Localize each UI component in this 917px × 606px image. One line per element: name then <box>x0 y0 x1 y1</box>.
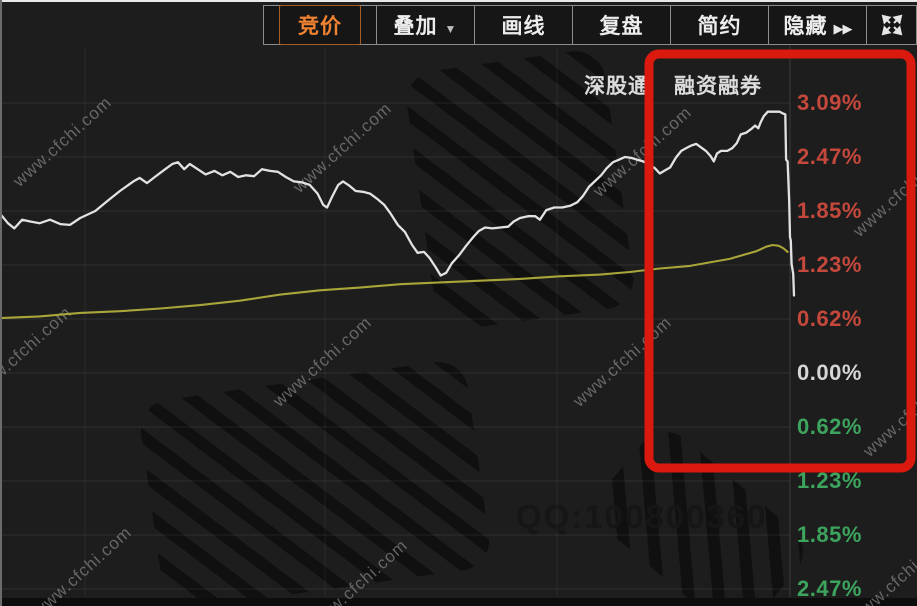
axis-tick-label: 3.09% <box>797 90 862 115</box>
axis-tick-label: 0.62% <box>797 414 862 439</box>
axis-tick-label: 1.23% <box>797 252 862 277</box>
overlay-button-label: 叠加 <box>393 15 438 38</box>
double-arrow-right-icon: ▶▶ <box>833 21 853 36</box>
window-bottom-edge <box>0 598 917 606</box>
draw-line-button-label: 画线 <box>501 15 546 38</box>
hide-button[interactable]: 隐藏 ▶▶ <box>768 6 866 44</box>
overlay-button[interactable]: 叠加 ▼ <box>376 6 474 44</box>
chevron-down-icon: ▼ <box>444 22 458 36</box>
draw-line-button[interactable]: 画线 <box>474 6 572 44</box>
axis-tick-label: 2.47% <box>797 144 862 169</box>
axis-tick-label: 2.47% <box>797 576 862 601</box>
window-left-edge <box>0 0 2 606</box>
axis-tick-label: 1.23% <box>797 468 862 493</box>
call-auction-button[interactable]: 竞价 <box>264 5 376 45</box>
chart-toolbar: 竞价 叠加 ▼ 画线 复盘 简约 隐藏 ▶▶ <box>263 5 917 45</box>
call-auction-button-label: 竞价 <box>298 15 342 38</box>
simple-mode-button[interactable]: 简约 <box>670 6 768 44</box>
vertical-gridlines <box>84 48 558 596</box>
window-top-edge <box>0 0 917 2</box>
average-price-line <box>0 243 789 320</box>
fullscreen-expand-icon[interactable] <box>866 6 917 44</box>
axis-tick-label: 0.62% <box>797 306 862 331</box>
axis-tick-label: 1.85% <box>797 522 862 547</box>
axis-tick-label: 1.85% <box>797 198 862 223</box>
fullscreen-expand-icon <box>881 14 903 36</box>
chart-overlay-tags: 深股通 融资融券 <box>584 70 762 100</box>
tag-margin-trading[interactable]: 融资融券 <box>674 75 762 98</box>
replay-button-label: 复盘 <box>599 15 644 38</box>
tag-shenzhen-connect[interactable]: 深股通 <box>584 75 650 98</box>
axis-tick-label: 0.00% <box>797 360 862 385</box>
horizontal-gridlines <box>2 102 790 590</box>
hide-button-label: 隐藏 <box>783 15 828 38</box>
replay-button[interactable]: 复盘 <box>572 6 670 44</box>
simple-mode-button-label: 简约 <box>697 15 742 38</box>
